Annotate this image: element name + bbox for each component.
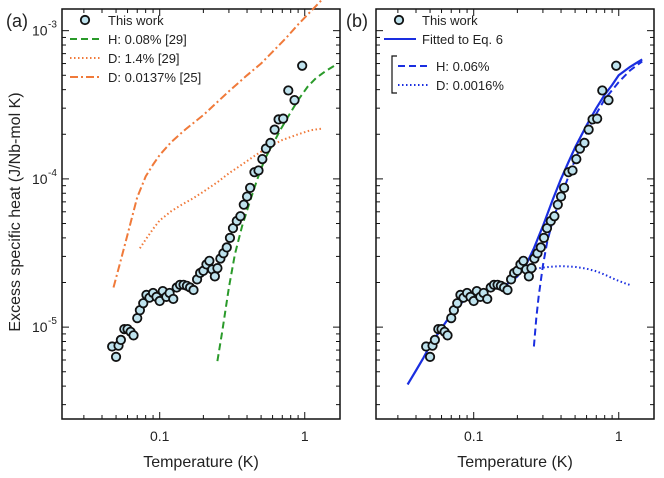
panel-b-yticks [376, 30, 654, 406]
data-point [128, 330, 139, 341]
data-point [138, 298, 149, 309]
data-point [212, 263, 223, 274]
data-point [579, 137, 590, 148]
panel-a-legend: This work H: 0.08% [29] D: 1.4% [29] D: 0.0… [70, 13, 201, 85]
y-tick-exponent: -5 [48, 316, 57, 327]
data-point [583, 124, 594, 135]
y-tick-label: 10 [32, 171, 48, 187]
data-point [168, 293, 179, 305]
data-point [549, 211, 560, 222]
data-point [253, 165, 264, 176]
data-point [535, 242, 546, 253]
y-tick-exponent: -3 [48, 20, 57, 31]
series-line [531, 265, 631, 287]
data-point [597, 85, 608, 96]
data-point [518, 255, 529, 266]
data-point [297, 60, 308, 71]
data-point [502, 284, 513, 296]
legend-label: D: 0.0137% [25] [108, 70, 201, 85]
y-tick-label: 10 [32, 23, 48, 39]
data-point [523, 271, 534, 282]
panel-b-plot [406, 58, 643, 386]
data-point [424, 351, 436, 362]
panel-a: 0.1 1 10-510-410-3 (a) Temperature (K) Th… [6, 0, 341, 471]
data-point [452, 298, 463, 309]
data-point [115, 334, 126, 346]
panel-b-xticks: 0.1 1 [397, 9, 623, 444]
legend-label: D: 1.4% [29] [108, 51, 180, 66]
data-point [611, 60, 622, 71]
data-point [204, 255, 215, 266]
legend-label: D: 0.0016% [436, 78, 504, 93]
data-point [559, 182, 570, 193]
legend-label: H: 0.06% [436, 59, 490, 74]
legend-label: This work [108, 13, 164, 28]
data-point [278, 113, 289, 124]
data-point [555, 191, 567, 202]
data-point [526, 263, 537, 274]
legend-label: Fitted to Eq. 6 [422, 32, 503, 47]
data-point [241, 191, 253, 202]
legend-bracket [391, 55, 397, 94]
data-point [188, 284, 199, 296]
y-axis-title: Excess specific heat (J/Nb-mol K) [7, 92, 24, 331]
panel-a-frame [61, 8, 341, 420]
data-point [235, 211, 246, 222]
data-point [571, 153, 582, 165]
series-line [216, 64, 335, 362]
data-point [592, 113, 603, 124]
data-point [110, 351, 122, 362]
legend-marker [79, 14, 91, 26]
panel-a-xticks: 0.1 1 [83, 9, 309, 444]
legend-label: H: 0.08% [29] [108, 32, 187, 47]
data-point [257, 153, 268, 165]
y-tick-label: 10 [32, 319, 48, 335]
legend-marker [393, 14, 405, 26]
panel-b-label: (b) [346, 11, 368, 31]
data-point [245, 182, 256, 193]
data-point [442, 330, 453, 341]
x-tick-label: 0.1 [464, 428, 484, 444]
panel-a-xlabel: Temperature (K) [143, 454, 259, 471]
panel-b-legend: This work Fitted to Eq. 6 H: 0.06% D: 0.001… [384, 13, 504, 94]
y-tick-exponent: -4 [48, 168, 57, 179]
data-point [269, 124, 280, 135]
x-tick-label: 1 [301, 428, 309, 444]
x-tick-label: 0.1 [150, 428, 170, 444]
data-point [224, 232, 236, 243]
series-line [532, 60, 643, 347]
data-point [238, 199, 249, 210]
panel-b-frame [375, 8, 655, 420]
panel-b-xlabel: Temperature (K) [457, 454, 573, 471]
legend-label: This work [422, 13, 478, 28]
data-point [482, 293, 493, 305]
x-tick-label: 1 [615, 428, 623, 444]
panel-a-label: (a) [6, 11, 28, 31]
data-point [221, 242, 232, 253]
panel-a-yticks: 10-510-410-3 [32, 20, 340, 406]
data-point [289, 95, 300, 106]
panel-a-plot [107, 0, 335, 362]
series-line [112, 0, 324, 288]
data-point [209, 271, 220, 282]
data-point [265, 137, 276, 148]
data-point [567, 165, 578, 176]
data-point [603, 95, 614, 106]
data-point [283, 85, 294, 96]
data-point [429, 334, 440, 346]
data-point [538, 232, 550, 243]
panel-b: 0.1 1 (b) Temperature (K) This workFitted… [346, 8, 655, 471]
data-point [552, 199, 563, 210]
